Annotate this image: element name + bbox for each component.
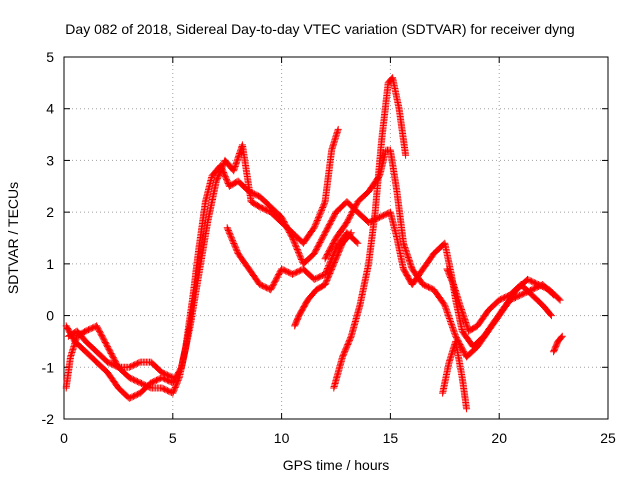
series-10 bbox=[550, 332, 566, 356]
data-point bbox=[547, 312, 555, 320]
series-5 bbox=[223, 224, 362, 294]
series-8 bbox=[64, 327, 177, 382]
series-9 bbox=[443, 265, 555, 335]
data-point bbox=[233, 247, 241, 255]
y-tick-label: 1 bbox=[46, 256, 54, 272]
series-6 bbox=[291, 229, 355, 330]
data-point bbox=[292, 241, 299, 249]
data-point bbox=[558, 332, 566, 340]
data-point bbox=[226, 229, 234, 237]
data-point bbox=[317, 208, 325, 216]
x-tick-label: 5 bbox=[169, 430, 177, 446]
data-point bbox=[319, 202, 327, 210]
data-point bbox=[226, 231, 234, 239]
series-4 bbox=[321, 146, 558, 361]
data-point bbox=[311, 221, 319, 229]
data-point bbox=[311, 222, 319, 230]
data-point bbox=[557, 333, 565, 341]
data-point bbox=[318, 206, 325, 214]
y-tick-label: 5 bbox=[46, 49, 54, 65]
data-point bbox=[313, 217, 321, 224]
data-point bbox=[315, 214, 322, 222]
data-point bbox=[224, 225, 232, 233]
data-point bbox=[290, 238, 298, 246]
data-point bbox=[224, 227, 232, 234]
data-point bbox=[316, 209, 324, 217]
x-axis-label: GPS time / hours bbox=[283, 457, 390, 473]
data-point bbox=[402, 151, 410, 159]
data-point bbox=[346, 230, 354, 238]
data-point bbox=[318, 205, 326, 213]
y-axis-label: SDTVAR / TECUs bbox=[5, 182, 21, 294]
y-tick-label: 2 bbox=[46, 204, 54, 220]
data-point bbox=[442, 304, 450, 312]
data-point bbox=[354, 239, 362, 247]
data-point bbox=[298, 256, 305, 263]
data-point bbox=[353, 238, 361, 246]
data-point bbox=[227, 234, 235, 242]
y-tick-label: 3 bbox=[46, 152, 54, 168]
y-tick-label: -2 bbox=[42, 411, 55, 427]
data-point bbox=[291, 240, 299, 248]
data-point bbox=[294, 247, 302, 255]
data-point bbox=[167, 373, 175, 381]
data-point bbox=[451, 329, 459, 337]
data-point bbox=[555, 295, 563, 303]
data-point bbox=[296, 251, 304, 259]
data-marks bbox=[62, 74, 566, 413]
x-tick-label: 15 bbox=[383, 430, 399, 446]
chart-title: Day 082 of 2018, Sidereal Day-to-day VTE… bbox=[65, 21, 574, 37]
data-point bbox=[231, 241, 238, 249]
data-point bbox=[292, 243, 300, 251]
y-tick-label: -1 bbox=[42, 359, 55, 375]
y-axis: -2 -1 0 1 2 3 4 5 bbox=[42, 49, 608, 427]
x-tick-label: 25 bbox=[600, 430, 616, 446]
data-point bbox=[547, 310, 554, 318]
series-7 bbox=[439, 337, 471, 413]
x-tick-label: 10 bbox=[274, 430, 290, 446]
y-tick-label: 0 bbox=[46, 308, 54, 324]
data-point bbox=[293, 246, 301, 253]
data-point bbox=[463, 405, 471, 413]
plot-frame bbox=[63, 56, 609, 420]
data-point bbox=[310, 224, 318, 232]
x-tick-label: 20 bbox=[491, 430, 507, 446]
data-point bbox=[550, 291, 558, 299]
data-point bbox=[556, 296, 564, 304]
data-point bbox=[313, 218, 321, 226]
data-point bbox=[135, 359, 143, 367]
data-point bbox=[448, 320, 455, 328]
data-point bbox=[315, 212, 323, 220]
data-point bbox=[231, 242, 239, 250]
data-point bbox=[229, 237, 237, 245]
data-point bbox=[449, 279, 457, 287]
data-point bbox=[334, 125, 342, 133]
y-tick-label: 4 bbox=[46, 101, 54, 117]
x-axis: 0 5 10 15 20 25 bbox=[60, 57, 616, 446]
data-point bbox=[228, 235, 236, 243]
data-point bbox=[444, 268, 452, 276]
data-point bbox=[549, 290, 556, 298]
series-2 bbox=[62, 125, 342, 402]
data-point bbox=[113, 363, 121, 371]
data-point bbox=[320, 201, 328, 209]
data-point bbox=[229, 238, 237, 246]
data-point bbox=[297, 254, 305, 262]
data-point bbox=[445, 313, 453, 321]
data-point bbox=[347, 229, 355, 237]
data-point bbox=[444, 266, 452, 274]
data-point bbox=[321, 199, 328, 207]
data-point bbox=[232, 245, 240, 253]
data-point bbox=[295, 250, 303, 258]
data-point bbox=[169, 374, 177, 382]
x-tick-label: 0 bbox=[60, 430, 68, 446]
